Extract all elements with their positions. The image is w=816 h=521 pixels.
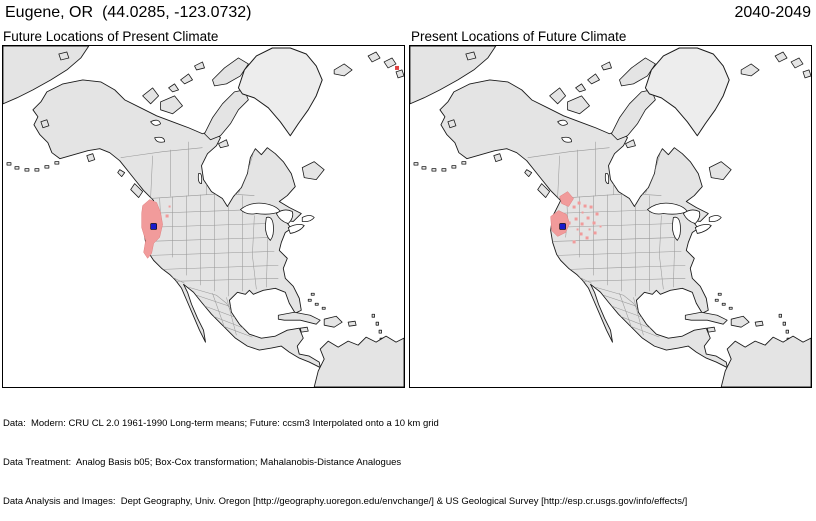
period-label: 2040-2049	[734, 4, 811, 21]
climate-analog-region	[550, 191, 602, 244]
analog-outlier-point	[395, 65, 400, 70]
data-source-line: Data: Modern: CRU CL 2.0 1961-1990 Long-…	[3, 418, 439, 429]
attribution-text: Data: Modern: CRU CL 2.0 1961-1990 Long-…	[3, 391, 687, 521]
left-panel-title: Future Locations of Present Climate	[3, 29, 219, 44]
north-america-map	[410, 46, 811, 387]
north-america-map	[3, 46, 404, 387]
right-panel-title: Present Locations of Future Climate	[411, 29, 627, 44]
map-panel-future-locations	[2, 45, 405, 388]
data-credit-line: Data Analysis and Images: Dept Geography…	[3, 496, 688, 507]
location-label: Eugene, OR	[5, 4, 94, 21]
eugene-marker	[150, 223, 157, 230]
coordinates-label: (44.0285, -123.0732)	[102, 4, 252, 21]
data-treatment-line: Data Treatment: Analog Basis b05; Box-Co…	[3, 457, 402, 468]
eugene-marker	[559, 223, 566, 230]
map-panel-present-locations	[409, 45, 812, 388]
page-title: Eugene, OR (44.0285, -123.0732)	[5, 4, 252, 22]
